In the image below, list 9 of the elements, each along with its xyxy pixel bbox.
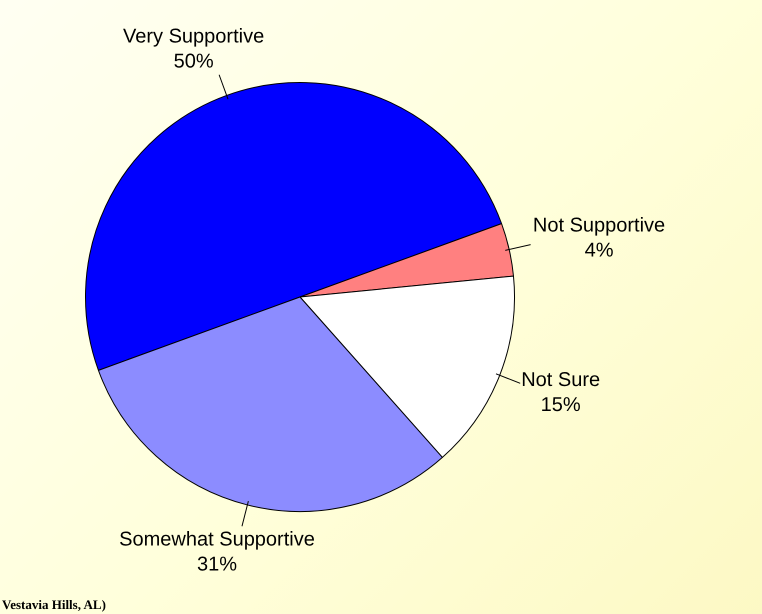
data-label: 31% [196,553,238,576]
slice-label: Very Supportive [122,25,264,48]
slice-label: Not Sure [521,369,600,392]
slice-label: Somewhat Supportive [119,528,315,550]
data-label: 4% [584,240,614,262]
data-label: 50% [174,50,214,72]
slice-label: Not Supportive [532,214,666,237]
data-label: 15% [540,394,581,416]
text: Vestavia Hills, AL) [2,597,106,612]
